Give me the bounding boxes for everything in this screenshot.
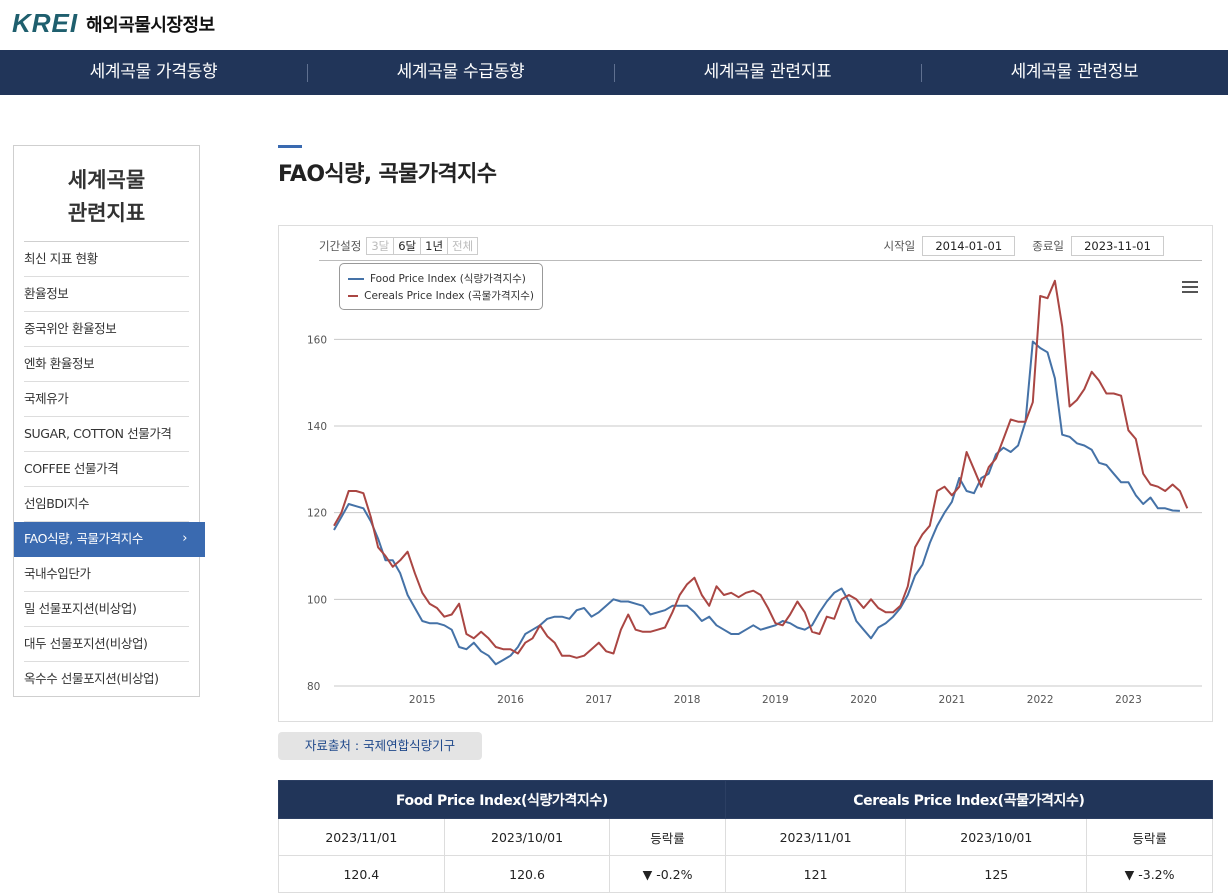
sidebar-item-label: 국제유가: [24, 391, 69, 406]
sidebar-item-label: FAO식량, 곡물가격지수: [24, 531, 143, 546]
range-1y-button[interactable]: 1년: [420, 237, 449, 255]
sidebar-item[interactable]: 선임BDI지수: [24, 487, 189, 522]
sidebar-item[interactable]: 국제유가: [24, 382, 189, 417]
food-current-date-header: 2023/11/01: [278, 818, 445, 856]
sidebar-title: 세계곡물 관련지표: [24, 146, 189, 242]
sidebar-item-label: 밀 선물포지션(비상업): [24, 601, 137, 616]
food-current-value: 120.4: [278, 855, 445, 893]
x-tick-label: 2018: [674, 694, 701, 706]
cereal-change-header: 등락률: [1086, 818, 1213, 856]
y-tick-label: 160: [307, 334, 327, 346]
range-3m-button[interactable]: 3달: [366, 237, 395, 255]
control-divider: [319, 260, 1202, 261]
data-source-badge: 자료출처 : 국제연합식량기구: [278, 732, 482, 760]
y-tick-label: 100: [307, 594, 327, 606]
table-subheader-row: 2023/11/01 2023/10/01 등락률 2023/11/01 202…: [278, 818, 1213, 856]
end-date-label: 종료일: [1032, 239, 1064, 253]
sidebar-title-line2: 관련지표: [67, 201, 146, 225]
range-selector: 기간설정 3달 6달 1년 전체: [319, 237, 479, 255]
end-date-input[interactable]: 2023-11-01: [1071, 236, 1164, 256]
food-change-value: ▼ -0.2%: [609, 855, 726, 893]
y-tick-label: 80: [307, 681, 320, 693]
main-navigation: 세계곡물 가격동향 세계곡물 수급동향 세계곡물 관련지표 세계곡물 관련정보: [0, 50, 1228, 95]
index-summary-table: Food Price Index(식량가격지수) Cereals Price I…: [278, 780, 1214, 893]
sidebar-item-label: COFFEE 선물가격: [24, 461, 119, 476]
sidebar-item[interactable]: 환율정보: [24, 277, 189, 312]
sidebar-item-label: 엔화 환율정보: [24, 356, 95, 371]
nav-related-indicators[interactable]: 세계곡물 관련지표: [614, 50, 921, 95]
series-line-food[interactable]: [333, 340, 1180, 666]
legend-item-food[interactable]: Food Price Index (식량가격지수): [348, 270, 534, 287]
sidebar-item[interactable]: SUGAR, COTTON 선물가격: [24, 417, 189, 452]
sidebar-item-label: SUGAR, COTTON 선물가격: [24, 426, 172, 441]
date-range: 시작일 2014-01-01 종료일 2023-11-01: [883, 236, 1164, 256]
sidebar-item-label: 최신 지표 현황: [24, 251, 98, 266]
sidebar-item-label: 선임BDI지수: [24, 496, 90, 511]
x-tick-label: 2022: [1027, 694, 1054, 706]
x-tick-label: 2021: [939, 694, 966, 706]
table-row: 120.4 120.6 ▼ -0.2% 121 125 ▼ -3.2%: [278, 855, 1213, 893]
site-name: 해외곡물시장정보: [86, 14, 215, 36]
sidebar-title-line1: 세계곡물: [67, 168, 146, 192]
x-tick-label: 2023: [1115, 694, 1142, 706]
nav-supply-demand[interactable]: 세계곡물 수급동향: [307, 50, 614, 95]
sidebar-item[interactable]: 최신 지표 현황: [24, 242, 189, 277]
sidebar-item-label: 국내수입단가: [24, 566, 91, 581]
nav-price-trends[interactable]: 세계곡물 가격동향: [89, 62, 218, 82]
legend-item-cereals[interactable]: Cereals Price Index (곡물가격지수): [348, 287, 534, 304]
nav-related-info[interactable]: 세계곡물 관련정보: [921, 50, 1228, 95]
sidebar-item[interactable]: 대두 선물포지션(비상업): [24, 627, 189, 662]
chevron-right-icon: ›: [182, 531, 187, 546]
cereal-previous-date-header: 2023/10/01: [905, 818, 1088, 856]
page-title: FAO식량, 곡물가격지수: [278, 162, 497, 187]
legend-label-food: Food Price Index (식량가격지수): [370, 273, 526, 285]
range-all-button[interactable]: 전체: [447, 237, 479, 255]
logo[interactable]: KREI 해외곡물시장정보: [12, 8, 215, 39]
y-tick-label: 120: [307, 508, 327, 520]
title-accent-bar: [278, 145, 302, 148]
chart-panel: 기간설정 3달 6달 1년 전체 시작일 2014-01-01 종료일 2023…: [278, 225, 1213, 722]
cereal-current-value: 121: [724, 855, 907, 893]
sidebar-item-label: 옥수수 선물포지션(비상업): [24, 671, 159, 686]
x-tick-label: 2020: [850, 694, 877, 706]
start-date-label: 시작일: [883, 239, 916, 253]
price-index-chart: 80 100 120 140 160 2015 2016 2017 2018 2019 2020 20…: [307, 279, 1202, 706]
cereal-index-header: Cereals Price Index(곡물가격지수): [724, 780, 1214, 819]
range-label: 기간설정: [319, 239, 362, 253]
cereal-current-date-header: 2023/11/01: [724, 818, 907, 856]
hamburger-menu-icon[interactable]: [1182, 281, 1198, 294]
sidebar-item[interactable]: 국내수입단가: [24, 557, 189, 592]
sidebar-item-label: 중국위안 환율정보: [24, 321, 117, 336]
y-tick-label: 140: [307, 421, 327, 433]
cereal-change-value: ▼ -3.2%: [1086, 855, 1213, 893]
legend-label-cereals: Cereals Price Index (곡물가격지수): [364, 290, 534, 302]
x-tick-label: 2016: [497, 694, 524, 706]
sidebar-item[interactable]: 밀 선물포지션(비상업): [24, 592, 189, 627]
chart-legend: Food Price Index (식량가격지수) Cereals Price …: [339, 263, 543, 310]
sidebar-item-label: 대두 선물포지션(비상업): [24, 636, 148, 651]
legend-swatch-food: [348, 277, 364, 280]
food-previous-date-header: 2023/10/01: [443, 818, 611, 856]
food-change-header: 등락률: [609, 818, 726, 856]
sidebar-item[interactable]: 중국위안 환율정보: [24, 312, 189, 347]
series-line-cereals[interactable]: [333, 279, 1189, 659]
x-tick-label: 2017: [585, 694, 612, 706]
top-header: KREI 해외곡물시장정보: [0, 0, 1228, 50]
sidebar-item[interactable]: FAO식량, 곡물가격지수 ›: [14, 522, 205, 557]
x-tick-label: 2019: [762, 694, 789, 706]
sidebar-item[interactable]: COFFEE 선물가격: [24, 452, 189, 487]
legend-swatch-cereals: [348, 294, 359, 297]
cereal-previous-value: 125: [905, 855, 1088, 893]
krei-logo-mark: KREI: [12, 8, 79, 38]
sidebar-item[interactable]: 엔화 환율정보: [24, 347, 189, 382]
sidebar-item-label: 환율정보: [24, 286, 69, 301]
x-tick-label: 2015: [409, 694, 436, 706]
start-date-input[interactable]: 2014-01-01: [922, 236, 1016, 256]
sidebar-item[interactable]: 옥수수 선물포지션(비상업): [24, 662, 189, 697]
food-index-header: Food Price Index(식량가격지수): [278, 780, 726, 819]
food-previous-value: 120.6: [443, 855, 611, 893]
